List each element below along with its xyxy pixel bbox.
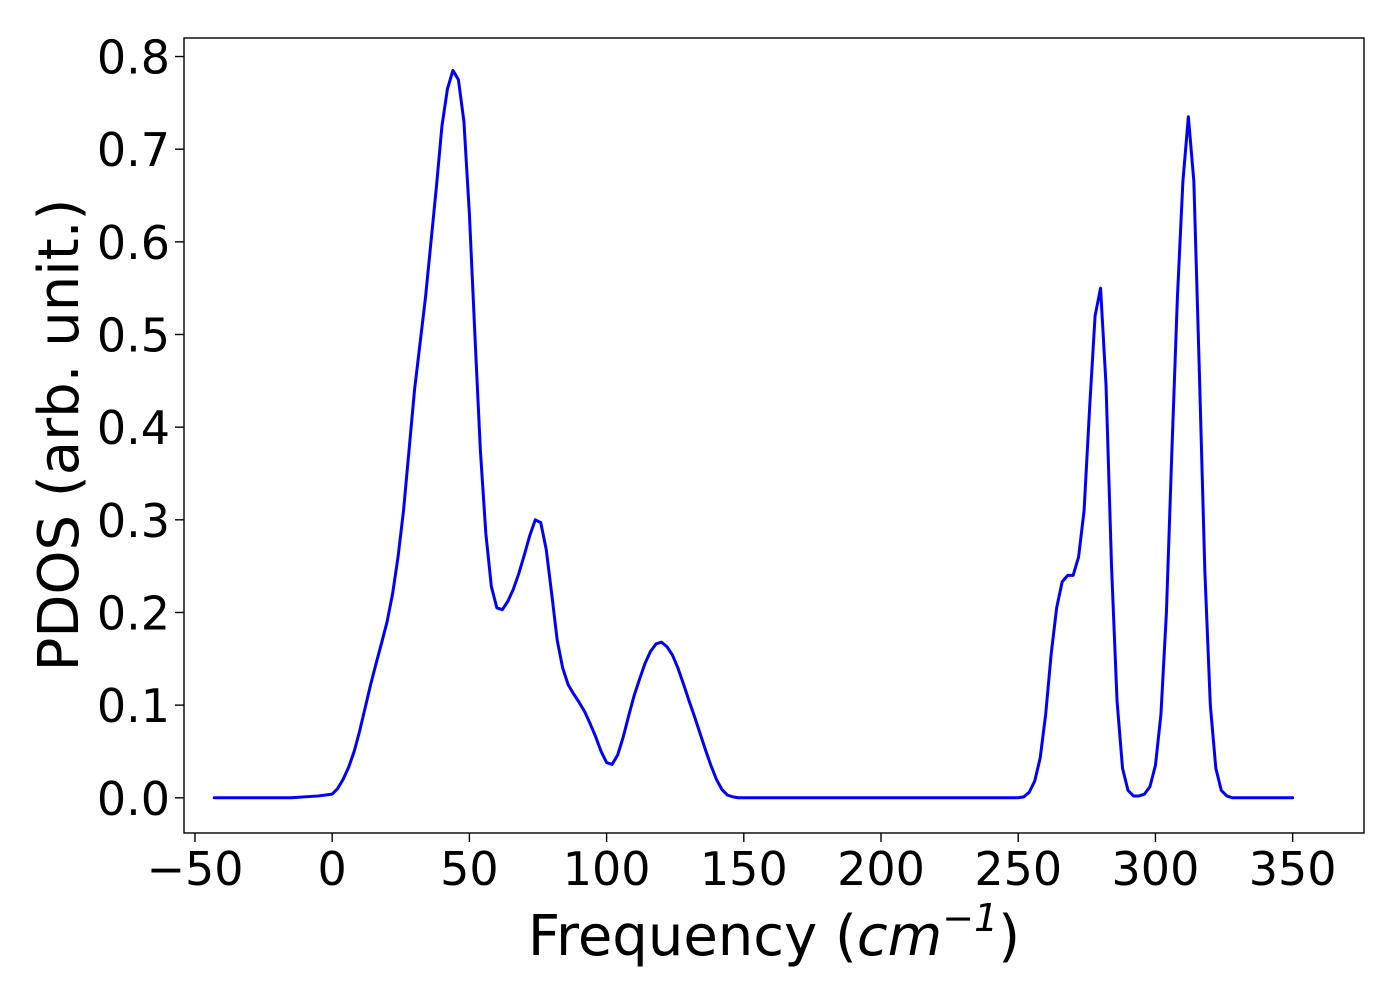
y-tick-label: 0.1 [97, 679, 170, 733]
x-tick-label: 100 [563, 842, 651, 896]
x-tick-label: 200 [837, 842, 925, 896]
y-tick-label: 0.5 [97, 309, 170, 363]
y-axis-label: PDOS (arb. unit.) [27, 199, 92, 672]
x-tick-label: 0 [318, 842, 347, 896]
x-tick-label: 150 [700, 842, 788, 896]
x-axis-label-suffix: ) [998, 904, 1020, 969]
x-tick-label: 250 [974, 842, 1062, 896]
y-tick-label: 0.2 [97, 586, 170, 640]
y-tick-label: 0.8 [97, 31, 170, 85]
x-tick-label: −50 [146, 842, 243, 896]
x-tick-label: 300 [1112, 842, 1200, 896]
y-tick-label: 0.6 [97, 216, 170, 270]
x-axis-label-unit: cm [857, 904, 942, 969]
x-axis-label-prefix: Frequency ( [528, 904, 857, 969]
x-tick-label: 50 [440, 842, 499, 896]
plot-area [183, 37, 1365, 834]
y-tick-label: 0.4 [97, 401, 170, 455]
x-axis: −50 0 50 100 150 200 250 300 350 [146, 833, 1337, 896]
x-axis-label-exponent: −1 [942, 896, 998, 940]
series-line-0 [212, 68, 1295, 800]
x-axis-label: Frequency (cm−1) [528, 896, 1020, 969]
plot-frame [183, 37, 1365, 834]
y-tick-label: 0.7 [97, 123, 170, 177]
x-tick-label: 350 [1249, 842, 1337, 896]
y-tick-label: 0.3 [97, 494, 170, 548]
y-axis: 0.0 0.1 0.2 0.3 0.4 0.5 0.6 0.7 0.8 [97, 31, 184, 826]
y-tick-label: 0.0 [97, 772, 170, 826]
